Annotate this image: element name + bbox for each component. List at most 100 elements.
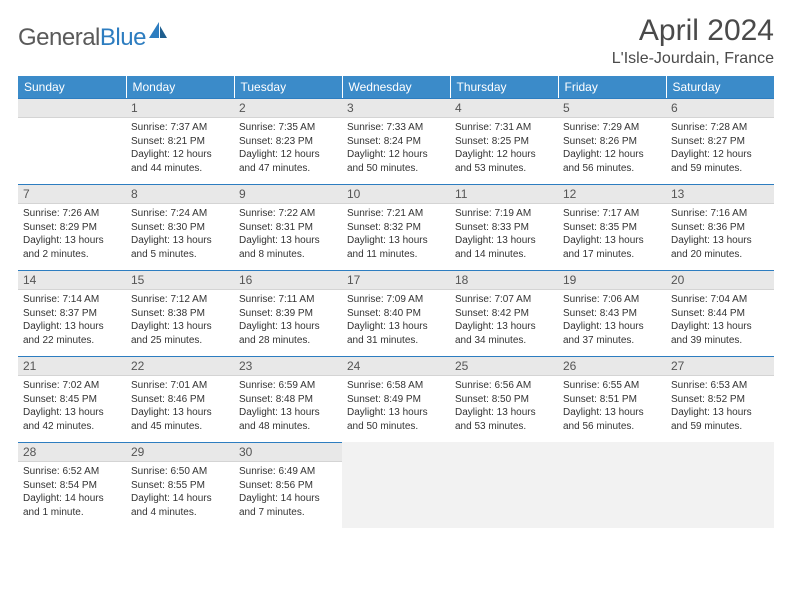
day-number: 20: [666, 270, 774, 290]
sail-icon: [147, 20, 169, 45]
daylight-line: Daylight: 13 hours and 17 minutes.: [563, 234, 661, 261]
sunrise-line: Sunrise: 6:59 AM: [239, 379, 337, 393]
daylight-line: Daylight: 13 hours and 56 minutes.: [563, 406, 661, 433]
calendar-cell: 7Sunrise: 7:26 AMSunset: 8:29 PMDaylight…: [18, 184, 126, 270]
sunrise-line: Sunrise: 7:37 AM: [131, 121, 229, 135]
sunset-line: Sunset: 8:50 PM: [455, 393, 553, 407]
daylight-line: Daylight: 13 hours and 22 minutes.: [23, 320, 121, 347]
day-content: Sunrise: 6:56 AMSunset: 8:50 PMDaylight:…: [450, 376, 558, 437]
calendar-cell: 10Sunrise: 7:21 AMSunset: 8:32 PMDayligh…: [342, 184, 450, 270]
page-title: April 2024: [612, 14, 774, 48]
day-content: Sunrise: 6:59 AMSunset: 8:48 PMDaylight:…: [234, 376, 342, 437]
day-content: Sunrise: 6:49 AMSunset: 8:56 PMDaylight:…: [234, 462, 342, 523]
sunset-line: Sunset: 8:43 PM: [563, 307, 661, 321]
sunrise-line: Sunrise: 7:12 AM: [131, 293, 229, 307]
calendar-cell: 5Sunrise: 7:29 AMSunset: 8:26 PMDaylight…: [558, 98, 666, 184]
calendar-cell: 16Sunrise: 7:11 AMSunset: 8:39 PMDayligh…: [234, 270, 342, 356]
calendar-row: 14Sunrise: 7:14 AMSunset: 8:37 PMDayligh…: [18, 270, 774, 356]
day-content: Sunrise: 7:28 AMSunset: 8:27 PMDaylight:…: [666, 118, 774, 179]
calendar-row: 7Sunrise: 7:26 AMSunset: 8:29 PMDaylight…: [18, 184, 774, 270]
day-content: Sunrise: 7:01 AMSunset: 8:46 PMDaylight:…: [126, 376, 234, 437]
day-number: 28: [18, 442, 126, 462]
day-number: 2: [234, 98, 342, 118]
day-content: Sunrise: 7:35 AMSunset: 8:23 PMDaylight:…: [234, 118, 342, 179]
calendar-cell: 19Sunrise: 7:06 AMSunset: 8:43 PMDayligh…: [558, 270, 666, 356]
day-number: 1: [126, 98, 234, 118]
calendar-cell: 22Sunrise: 7:01 AMSunset: 8:46 PMDayligh…: [126, 356, 234, 442]
day-number: 4: [450, 98, 558, 118]
daylight-line: Daylight: 13 hours and 48 minutes.: [239, 406, 337, 433]
day-content: Sunrise: 7:11 AMSunset: 8:39 PMDaylight:…: [234, 290, 342, 351]
logo-text-gray: General: [18, 24, 100, 51]
weekday-header: Monday: [126, 76, 234, 98]
calendar-cell: 21Sunrise: 7:02 AMSunset: 8:45 PMDayligh…: [18, 356, 126, 442]
calendar-table: SundayMondayTuesdayWednesdayThursdayFrid…: [18, 76, 774, 528]
sunset-line: Sunset: 8:27 PM: [671, 135, 769, 149]
sunset-line: Sunset: 8:31 PM: [239, 221, 337, 235]
day-number: 24: [342, 356, 450, 376]
daylight-line: Daylight: 13 hours and 45 minutes.: [131, 406, 229, 433]
calendar-cell: [18, 98, 126, 184]
sunrise-line: Sunrise: 7:16 AM: [671, 207, 769, 221]
calendar-cell: 8Sunrise: 7:24 AMSunset: 8:30 PMDaylight…: [126, 184, 234, 270]
day-number: 14: [18, 270, 126, 290]
day-content: Sunrise: 7:37 AMSunset: 8:21 PMDaylight:…: [126, 118, 234, 179]
calendar-cell: [450, 442, 558, 528]
weekday-header: Tuesday: [234, 76, 342, 98]
daylight-line: Daylight: 12 hours and 50 minutes.: [347, 148, 445, 175]
sunrise-line: Sunrise: 7:04 AM: [671, 293, 769, 307]
day-number: 19: [558, 270, 666, 290]
day-content: Sunrise: 7:24 AMSunset: 8:30 PMDaylight:…: [126, 204, 234, 265]
day-number: 18: [450, 270, 558, 290]
day-number: 30: [234, 442, 342, 462]
sunrise-line: Sunrise: 7:35 AM: [239, 121, 337, 135]
weekday-header-row: SundayMondayTuesdayWednesdayThursdayFrid…: [18, 76, 774, 98]
calendar-cell: 23Sunrise: 6:59 AMSunset: 8:48 PMDayligh…: [234, 356, 342, 442]
calendar-cell: 28Sunrise: 6:52 AMSunset: 8:54 PMDayligh…: [18, 442, 126, 528]
calendar-cell: 20Sunrise: 7:04 AMSunset: 8:44 PMDayligh…: [666, 270, 774, 356]
daylight-line: Daylight: 12 hours and 44 minutes.: [131, 148, 229, 175]
day-number: 7: [18, 184, 126, 204]
daylight-line: Daylight: 13 hours and 39 minutes.: [671, 320, 769, 347]
logo-text: GeneralBlue: [18, 24, 146, 52]
sunset-line: Sunset: 8:26 PM: [563, 135, 661, 149]
day-content: Sunrise: 7:29 AMSunset: 8:26 PMDaylight:…: [558, 118, 666, 179]
day-number: 25: [450, 356, 558, 376]
day-number-empty: [18, 98, 126, 118]
calendar-cell: 15Sunrise: 7:12 AMSunset: 8:38 PMDayligh…: [126, 270, 234, 356]
daylight-line: Daylight: 14 hours and 4 minutes.: [131, 492, 229, 519]
day-number: 22: [126, 356, 234, 376]
calendar-cell: 4Sunrise: 7:31 AMSunset: 8:25 PMDaylight…: [450, 98, 558, 184]
day-content: Sunrise: 7:33 AMSunset: 8:24 PMDaylight:…: [342, 118, 450, 179]
daylight-line: Daylight: 13 hours and 20 minutes.: [671, 234, 769, 261]
sunset-line: Sunset: 8:33 PM: [455, 221, 553, 235]
sunrise-line: Sunrise: 7:09 AM: [347, 293, 445, 307]
calendar-cell: 18Sunrise: 7:07 AMSunset: 8:42 PMDayligh…: [450, 270, 558, 356]
calendar-cell: 26Sunrise: 6:55 AMSunset: 8:51 PMDayligh…: [558, 356, 666, 442]
day-number: 13: [666, 184, 774, 204]
daylight-line: Daylight: 13 hours and 37 minutes.: [563, 320, 661, 347]
title-block: April 2024 L'Isle-Jourdain, France: [612, 14, 774, 68]
day-number: 5: [558, 98, 666, 118]
calendar-cell: 25Sunrise: 6:56 AMSunset: 8:50 PMDayligh…: [450, 356, 558, 442]
sunrise-line: Sunrise: 7:07 AM: [455, 293, 553, 307]
sunrise-line: Sunrise: 6:50 AM: [131, 465, 229, 479]
daylight-line: Daylight: 13 hours and 14 minutes.: [455, 234, 553, 261]
sunset-line: Sunset: 8:40 PM: [347, 307, 445, 321]
sunrise-line: Sunrise: 6:56 AM: [455, 379, 553, 393]
calendar-cell: 24Sunrise: 6:58 AMSunset: 8:49 PMDayligh…: [342, 356, 450, 442]
sunset-line: Sunset: 8:48 PM: [239, 393, 337, 407]
sunset-line: Sunset: 8:49 PM: [347, 393, 445, 407]
calendar-cell: 17Sunrise: 7:09 AMSunset: 8:40 PMDayligh…: [342, 270, 450, 356]
daylight-line: Daylight: 14 hours and 1 minute.: [23, 492, 121, 519]
sunset-line: Sunset: 8:25 PM: [455, 135, 553, 149]
day-content: Sunrise: 7:16 AMSunset: 8:36 PMDaylight:…: [666, 204, 774, 265]
day-content: Sunrise: 6:55 AMSunset: 8:51 PMDaylight:…: [558, 376, 666, 437]
sunrise-line: Sunrise: 6:55 AM: [563, 379, 661, 393]
calendar-cell: 2Sunrise: 7:35 AMSunset: 8:23 PMDaylight…: [234, 98, 342, 184]
weekday-header: Saturday: [666, 76, 774, 98]
daylight-line: Daylight: 13 hours and 50 minutes.: [347, 406, 445, 433]
sunrise-line: Sunrise: 6:49 AM: [239, 465, 337, 479]
sunset-line: Sunset: 8:46 PM: [131, 393, 229, 407]
day-content: Sunrise: 7:09 AMSunset: 8:40 PMDaylight:…: [342, 290, 450, 351]
